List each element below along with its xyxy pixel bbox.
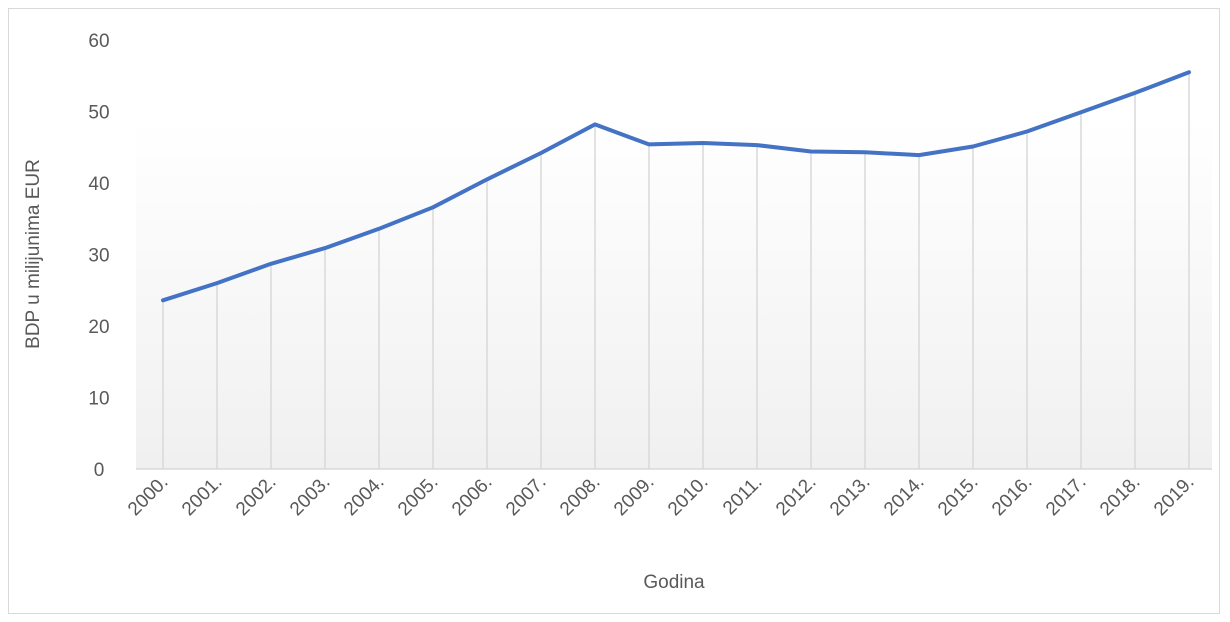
x-tick-label: 2007. <box>502 472 550 520</box>
x-tick-label: 2017. <box>1042 472 1090 520</box>
chart-frame: 0 10 20 30 40 50 60 2000. 2001. 2002. 2003. 2004. 2… <box>8 8 1220 614</box>
x-tick-label: 2018. <box>1096 472 1144 520</box>
x-tick-label: 2009. <box>610 472 658 520</box>
x-tick-label: 2006. <box>448 472 496 520</box>
x-tick-label: 2005. <box>394 472 442 520</box>
y-tick-label: 20 <box>88 317 109 338</box>
x-axis-ticks: 2000. 2001. 2002. 2003. 2004. 2005. 2006. 2007.… <box>124 472 1198 520</box>
y-tick-label: 60 <box>88 31 109 52</box>
x-tick-label: 2011. <box>719 472 766 519</box>
y-tick-label: 30 <box>88 246 109 267</box>
x-tick-label: 2004. <box>340 472 388 520</box>
y-tick-label: 50 <box>88 103 109 124</box>
x-tick-label: 2012. <box>772 472 820 520</box>
x-tick-label: 2010. <box>664 472 712 520</box>
x-tick-label: 2013. <box>826 472 874 520</box>
x-axis-title: Godina <box>643 572 705 593</box>
plot-area-background <box>136 119 1212 469</box>
series-line <box>161 70 1191 303</box>
x-tick-label: 2016. <box>988 472 1036 520</box>
x-tick-label: 2014. <box>880 472 928 520</box>
x-tick-label: 2008. <box>556 472 604 520</box>
x-tick-label: 2001. <box>178 472 226 520</box>
x-tick-label: 2019. <box>1150 472 1198 520</box>
drop-lines <box>162 72 1190 469</box>
y-tick-label: 10 <box>88 389 109 410</box>
y-axis-ticks: 0 10 20 30 40 50 60 <box>88 31 109 481</box>
y-tick-label: 40 <box>88 174 109 195</box>
x-tick-label: 2003. <box>286 472 334 520</box>
y-tick-label: 0 <box>94 460 105 481</box>
x-tick-label: 2002. <box>232 472 280 520</box>
y-axis-title: BDP u milijunima EUR <box>23 159 44 349</box>
x-tick-label: 2000. <box>124 472 172 520</box>
x-tick-label: 2015. <box>934 472 982 520</box>
